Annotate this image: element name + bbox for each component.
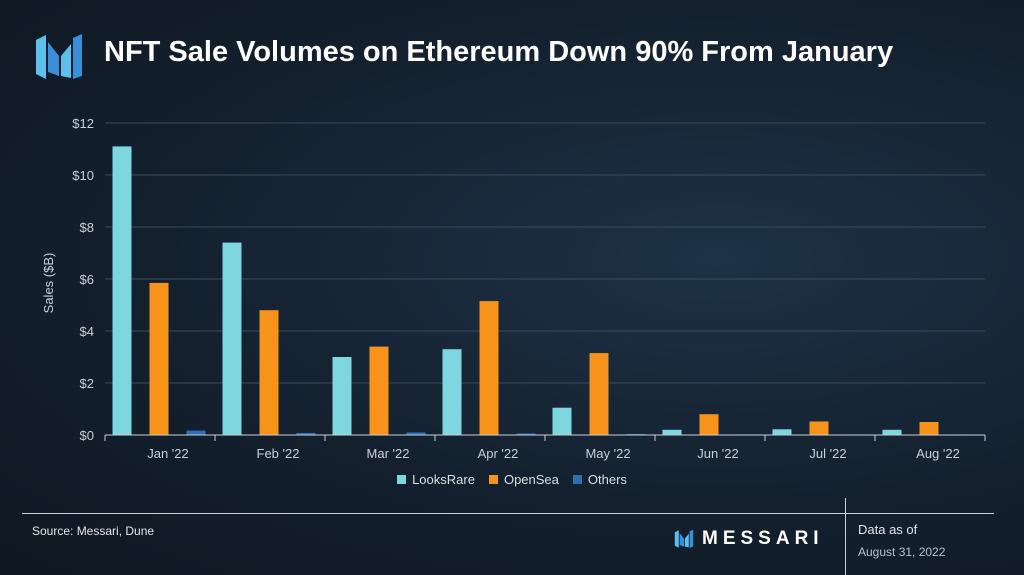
legend-label: OpenSea bbox=[503, 472, 559, 487]
bar-opensea bbox=[809, 421, 829, 435]
bar-others bbox=[626, 433, 646, 435]
bar-looksrare bbox=[112, 146, 132, 435]
x-tick-label: Mar '22 bbox=[367, 446, 410, 461]
legend-item-opensea: OpenSea bbox=[488, 472, 559, 487]
x-axis-ticks: Jan '22 Feb '22 Mar '22 Apr '22 May '22 Jun '… bbox=[104, 435, 986, 461]
bar-opensea bbox=[479, 301, 499, 435]
y-tick-label: $10 bbox=[72, 168, 94, 183]
legend-swatch bbox=[572, 475, 582, 484]
brand-name: MESSARI bbox=[702, 528, 824, 549]
y-tick-label: $4 bbox=[80, 324, 94, 339]
bars bbox=[112, 146, 976, 435]
x-tick-label: Feb '22 bbox=[257, 446, 300, 461]
bar-opensea bbox=[369, 346, 389, 435]
legend-item-others: Others bbox=[572, 472, 627, 487]
bar-opensea bbox=[259, 310, 279, 435]
bar-looksrare bbox=[882, 429, 902, 435]
y-tick-label: $6 bbox=[80, 272, 94, 287]
y-tick-label: $12 bbox=[72, 116, 94, 131]
brand-footer: MESSARI bbox=[674, 528, 824, 550]
legend-item-looksrare: LooksRare bbox=[397, 472, 475, 487]
y-tick-label: $8 bbox=[80, 220, 94, 235]
chart-title: NFT Sale Volumes on Ethereum Down 90% Fr… bbox=[104, 36, 894, 68]
bar-looksrare bbox=[332, 357, 352, 435]
source-note: Source: Messari, Dune bbox=[32, 524, 155, 538]
x-tick-label: Apr '22 bbox=[478, 446, 519, 461]
y-tick-label: $0 bbox=[80, 428, 94, 443]
bar-others bbox=[516, 433, 536, 435]
x-tick-label: Aug '22 bbox=[916, 446, 960, 461]
legend-swatch bbox=[397, 475, 407, 484]
bar-opensea bbox=[699, 414, 719, 435]
bar-others bbox=[406, 432, 426, 435]
messari-mark-icon bbox=[674, 529, 694, 548]
bar-others bbox=[186, 430, 206, 435]
bar-opensea bbox=[149, 282, 169, 435]
y-tick-label: $2 bbox=[80, 376, 94, 391]
gridlines bbox=[105, 122, 985, 384]
y-axis-label: Sales ($B) bbox=[41, 253, 56, 314]
bar-opensea bbox=[589, 353, 609, 435]
legend-swatch bbox=[488, 475, 498, 484]
bar-opensea bbox=[919, 422, 939, 435]
bar-looksrare bbox=[552, 407, 572, 435]
data-as-of-date: August 31, 2022 bbox=[858, 545, 946, 559]
footer-vertical-divider bbox=[845, 498, 846, 575]
legend-label: LooksRare bbox=[412, 472, 475, 487]
footer-divider bbox=[22, 513, 994, 514]
bar-looksrare bbox=[662, 429, 682, 435]
x-tick-label: May '22 bbox=[585, 446, 630, 461]
bar-others bbox=[296, 432, 316, 435]
bar-looksrare bbox=[772, 429, 792, 435]
y-tick-labels: $0 $2 $4 $6 $8 $10 $12 bbox=[72, 116, 94, 443]
x-tick-label: Jan '22 bbox=[147, 446, 189, 461]
x-tick-label: Jun '22 bbox=[697, 446, 739, 461]
bar-looksrare bbox=[222, 242, 242, 435]
legend: LooksRare OpenSea Others bbox=[0, 472, 1024, 487]
bar-looksrare bbox=[442, 349, 462, 435]
x-tick-label: Jul '22 bbox=[809, 446, 846, 461]
data-as-of-label: Data as of bbox=[858, 522, 918, 537]
messari-logo-icon bbox=[36, 34, 82, 79]
bar-chart: $0 $2 $4 $6 $8 $10 $12 Sales ($B) Jan '22 Feb '… bbox=[41, 116, 986, 461]
legend-label: Others bbox=[587, 472, 627, 487]
